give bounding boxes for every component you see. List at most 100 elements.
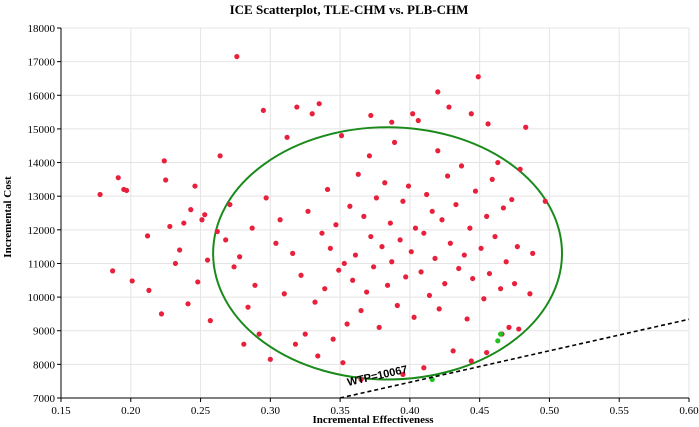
scatter-point (447, 240, 453, 246)
y-tick-label: 9000 (33, 326, 56, 338)
scatter-point (478, 245, 484, 251)
scatter-point (429, 208, 435, 214)
scatter-point (379, 244, 385, 250)
scatter-point (324, 186, 331, 193)
scatter-point (467, 225, 473, 231)
scatter-point (263, 195, 269, 201)
y-tick-label: 10000 (28, 292, 56, 304)
scatter-point (511, 281, 518, 287)
scatter-point (514, 244, 520, 250)
scatter-point (435, 148, 441, 154)
x-tick-label: 0.50 (540, 405, 560, 417)
scatter-point (277, 217, 283, 223)
scatter-point (207, 318, 213, 324)
scatter-point (241, 341, 247, 347)
scatter-point (252, 282, 258, 288)
scatter-point (523, 124, 529, 130)
scatter-point (217, 153, 223, 159)
scatter-point (530, 250, 536, 256)
scatter-point (382, 180, 388, 186)
scatter-point (204, 257, 211, 263)
scatter-point (260, 107, 266, 114)
scatter-point (432, 255, 438, 262)
scatter-point (446, 104, 452, 110)
scatter-point (199, 217, 205, 223)
scatter-point (355, 171, 361, 177)
scatter-point (485, 121, 491, 127)
scatter-point (163, 177, 169, 183)
scatter-point (421, 365, 427, 371)
scatter-point (484, 349, 490, 356)
scatter-point (161, 158, 167, 164)
scatter-point (503, 259, 509, 265)
scatter-point (410, 111, 416, 117)
scatter-point (292, 341, 299, 347)
scatter-point (344, 321, 350, 327)
scatter-point (408, 249, 414, 255)
scatter-point (185, 301, 191, 307)
scatter-point (231, 264, 237, 270)
scatter-point (333, 222, 339, 228)
scatter-point (298, 272, 304, 278)
highlight-point (498, 331, 504, 337)
scatter-point (267, 356, 273, 362)
scatter-point (350, 277, 356, 283)
scatter-point (542, 198, 548, 204)
highlight-points (429, 331, 504, 383)
scatter-point (484, 213, 490, 219)
scatter-point (400, 371, 406, 378)
scatter-point (315, 353, 321, 359)
scatter-point (341, 260, 347, 267)
scatter-point (309, 111, 315, 117)
scatter-point (338, 133, 345, 139)
scatter-point (195, 279, 201, 285)
wtp-line (339, 318, 690, 399)
scatter-point (281, 291, 287, 297)
scatter-point (368, 112, 374, 119)
scatter-point (394, 302, 400, 309)
scatter-point (305, 208, 311, 214)
x-tick-label: 0.20 (121, 405, 141, 417)
scatter-point (435, 89, 441, 95)
scatter-point (202, 212, 208, 218)
chart-title: ICE Scatterplot, TLE-CHM vs. PLB-CHM (230, 2, 469, 17)
scatter-point (472, 188, 479, 194)
scatter-point (489, 176, 495, 182)
scatter-point (486, 270, 493, 277)
scatter-point (294, 104, 300, 110)
scatter-point (506, 324, 512, 330)
scatter-point (284, 134, 290, 140)
scatter-point (227, 201, 233, 208)
scatter-point (498, 286, 504, 292)
scatter-point (192, 183, 198, 189)
scatter-point (322, 286, 328, 292)
scatter-point (366, 153, 373, 159)
y-tick-labels: 7000 8000 9000 10000 11000 12000 13000 14000 150… (28, 23, 56, 405)
scatter-point (387, 220, 393, 226)
x-tick-label: 0.15 (51, 405, 71, 417)
wtp-label: WTP=10067 (346, 364, 409, 389)
confidence-ellipse (212, 126, 564, 381)
scatter-point (495, 159, 501, 166)
x-tick-label: 0.35 (330, 405, 350, 417)
scatter-point (316, 101, 322, 107)
scatter-point (129, 278, 135, 284)
scatter-point (403, 274, 409, 280)
scatter-point (458, 163, 465, 169)
y-tick-label: 14000 (28, 158, 56, 170)
x-tick-label: 0.60 (679, 405, 699, 417)
scatter-point (256, 331, 262, 337)
scatter-point (439, 217, 445, 223)
scatter-point (358, 376, 364, 383)
scatter-point (97, 191, 103, 198)
scatter-point (500, 205, 506, 211)
scatter-point (214, 228, 220, 235)
scatter-point (371, 264, 377, 270)
scatter-point (461, 252, 467, 258)
scatter-point (405, 183, 412, 189)
x-tick-label: 0.25 (191, 405, 211, 417)
y-tick-label: 12000 (28, 225, 56, 237)
scatter-point (411, 314, 417, 320)
scatter-point (223, 237, 229, 243)
y-tick-label: 8000 (33, 359, 56, 371)
